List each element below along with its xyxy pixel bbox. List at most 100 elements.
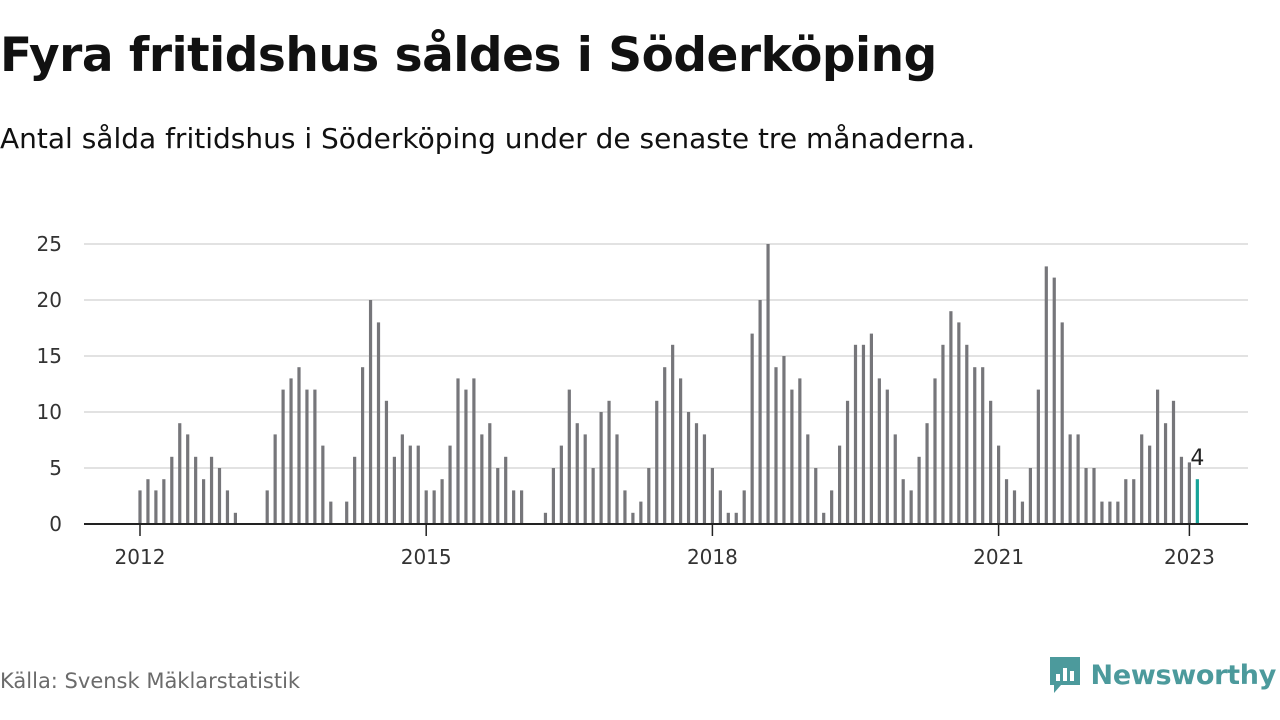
bar — [742, 490, 746, 524]
bar — [1084, 468, 1088, 524]
bar — [400, 434, 404, 524]
brand-logo[interactable]: Newsworthy — [1047, 654, 1276, 696]
bar — [679, 378, 683, 524]
bar — [154, 490, 158, 524]
y-tick-label: 5 — [49, 456, 62, 480]
bar — [138, 490, 142, 524]
bar — [313, 389, 317, 524]
bar — [798, 378, 802, 524]
bar — [647, 468, 651, 524]
bar — [718, 490, 722, 524]
bar — [424, 490, 428, 524]
bar — [917, 456, 921, 524]
bar — [989, 400, 993, 524]
bar — [559, 445, 563, 524]
bar — [392, 456, 396, 524]
bar — [353, 456, 357, 524]
bar — [472, 378, 476, 524]
bar — [289, 378, 293, 524]
bar — [209, 456, 214, 524]
bar — [631, 512, 635, 524]
x-tick-label: 2021 — [973, 545, 1024, 569]
bar — [877, 378, 881, 524]
bar — [774, 367, 778, 524]
bar — [178, 423, 182, 524]
bar — [845, 400, 850, 524]
bar — [480, 434, 484, 524]
bar — [368, 300, 373, 524]
bar — [1012, 490, 1017, 524]
bar — [488, 423, 492, 524]
bar — [1044, 266, 1048, 524]
bar — [702, 434, 707, 524]
bar — [1156, 389, 1160, 524]
highlighted-bar — [1195, 479, 1199, 524]
x-tick-label: 2012 — [115, 545, 166, 569]
x-tick-label: 2018 — [687, 545, 738, 569]
bar — [607, 400, 611, 524]
bar — [655, 400, 659, 524]
y-tick-label: 25 — [37, 232, 62, 256]
bar — [543, 512, 548, 524]
bar — [265, 490, 269, 524]
bar — [663, 367, 667, 524]
bar — [448, 445, 452, 524]
bar — [416, 445, 420, 524]
bar — [965, 344, 969, 524]
bar — [893, 434, 897, 524]
bar — [504, 456, 508, 524]
bar — [384, 400, 389, 524]
bar — [1163, 423, 1168, 524]
bar — [1187, 462, 1191, 524]
bar — [591, 468, 595, 524]
bar — [1092, 468, 1096, 524]
x-tick-label: 2023 — [1164, 545, 1215, 569]
bar — [1124, 479, 1128, 524]
bar — [464, 389, 468, 524]
brand-name: Newsworthy — [1090, 659, 1277, 691]
bar — [361, 367, 365, 524]
bar — [758, 300, 762, 524]
bar — [901, 479, 905, 524]
bar — [973, 367, 977, 524]
bar — [726, 512, 730, 524]
bar — [1108, 501, 1112, 524]
bar — [583, 434, 587, 524]
bar — [671, 344, 675, 524]
bar — [694, 423, 699, 524]
bar — [599, 412, 603, 524]
chart-title: Fyra fritidshus såldes i Söderköping — [0, 28, 937, 83]
y-tick-label: 10 — [37, 400, 62, 424]
bar — [1132, 479, 1136, 524]
bar — [790, 389, 794, 524]
bar — [766, 244, 770, 524]
bar — [376, 322, 381, 524]
bar — [1020, 501, 1025, 524]
bar — [949, 311, 953, 524]
bar — [1004, 479, 1009, 524]
bar — [194, 456, 198, 524]
y-tick-label: 0 — [49, 512, 62, 536]
bar — [861, 344, 866, 524]
bar — [345, 501, 349, 524]
bar — [710, 468, 714, 524]
bar — [957, 322, 961, 524]
bar — [623, 490, 627, 524]
bar — [146, 479, 150, 524]
bar — [686, 412, 691, 524]
bar — [1060, 322, 1064, 524]
bar — [567, 389, 571, 524]
newsworthy-logo-icon — [1049, 657, 1080, 693]
bar — [885, 389, 889, 524]
bar — [297, 367, 301, 524]
bar — [233, 512, 237, 524]
bar — [575, 423, 579, 524]
bar — [202, 479, 206, 524]
bar — [853, 344, 858, 524]
bar — [981, 367, 985, 524]
bar — [217, 468, 222, 524]
bar — [1140, 434, 1144, 524]
bar — [1076, 434, 1080, 524]
bar — [814, 468, 818, 524]
bar — [997, 445, 1001, 524]
